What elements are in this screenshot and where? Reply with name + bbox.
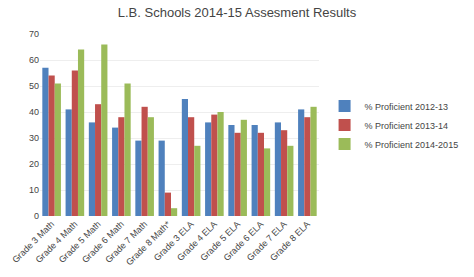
svg-text:20: 20 <box>29 159 39 169</box>
svg-text:% Proficient 2012-13: % Proficient 2012-13 <box>365 102 449 112</box>
svg-text:Grade 3 Math: Grade 3 Math <box>10 219 56 265</box>
svg-text:Grade 5 Math: Grade 5 Math <box>57 219 103 265</box>
svg-text:Grade 8 ELA: Grade 8 ELA <box>268 219 312 263</box>
svg-text:70: 70 <box>29 29 39 39</box>
svg-text:40: 40 <box>29 107 39 117</box>
svg-text:% Proficient 2014-2015: % Proficient 2014-2015 <box>365 140 459 150</box>
svg-text:L.B. Schools 2014-15 Assesment: L.B. Schools 2014-15 Assesment Results <box>118 5 357 20</box>
svg-text:60: 60 <box>29 55 39 65</box>
svg-text:Grade 8 Math*: Grade 8 Math* <box>124 219 173 268</box>
svg-text:Grade 4 ELA: Grade 4 ELA <box>175 219 219 263</box>
svg-text:Grade 6 ELA: Grade 6 ELA <box>222 219 266 263</box>
svg-text:Grade 5 ELA: Grade 5 ELA <box>198 219 242 263</box>
svg-text:50: 50 <box>29 81 39 91</box>
svg-text:Grade 7 ELA: Grade 7 ELA <box>245 219 289 263</box>
svg-text:Grade 7 Math: Grade 7 Math <box>103 219 149 265</box>
svg-text:30: 30 <box>29 133 39 143</box>
svg-text:% Proficient 2013-14: % Proficient 2013-14 <box>365 121 449 131</box>
svg-text:Grade 3 ELA: Grade 3 ELA <box>152 219 196 263</box>
svg-text:0: 0 <box>34 211 39 221</box>
svg-text:Grade 4 Math: Grade 4 Math <box>33 219 79 265</box>
svg-text:Grade 6 Math: Grade 6 Math <box>80 219 126 265</box>
svg-text:10: 10 <box>29 185 39 195</box>
